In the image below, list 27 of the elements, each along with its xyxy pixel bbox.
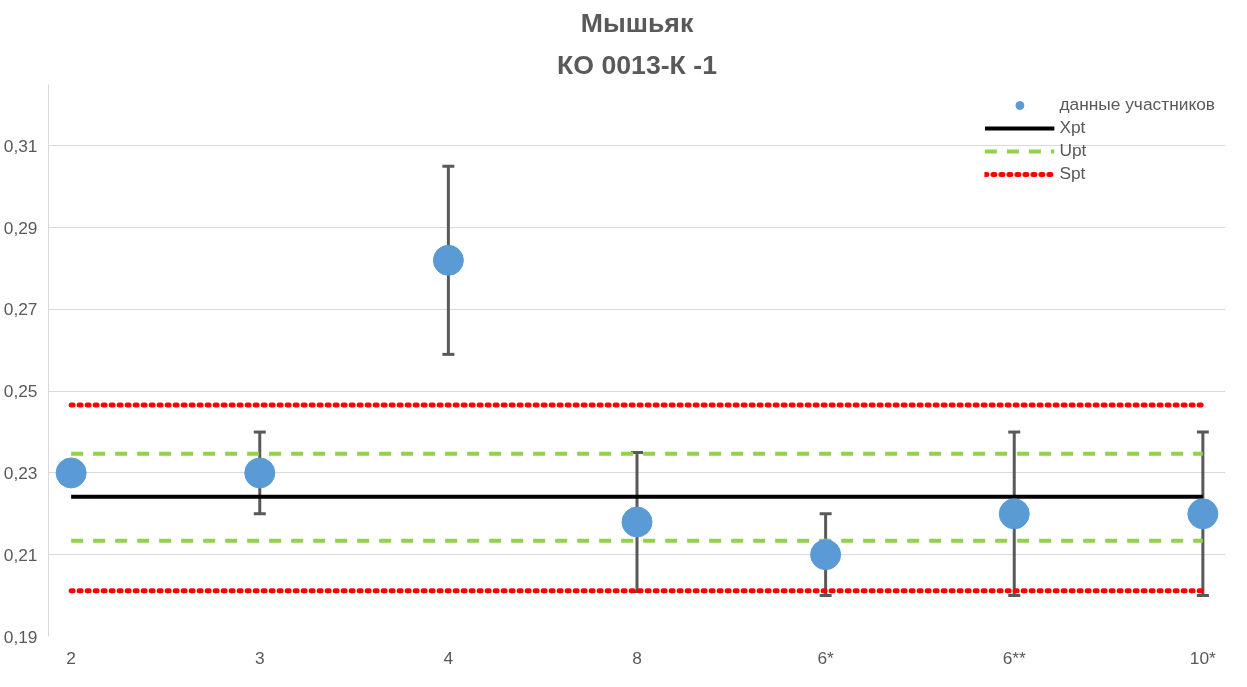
legend-label: Spt — [1059, 163, 1086, 184]
point — [810, 539, 842, 571]
y-tick-label: 0,29 — [3, 217, 38, 238]
x-tick-label: 4 — [443, 647, 454, 668]
x-tick-label: 10* — [1189, 647, 1217, 668]
legend-label: Upt — [1059, 140, 1087, 161]
x-tick-label: 8 — [632, 647, 642, 668]
point — [432, 244, 464, 276]
y-tick-label: 0,31 — [3, 135, 38, 156]
point — [998, 498, 1030, 530]
x-tick-label: 3 — [254, 647, 265, 668]
point — [244, 457, 276, 489]
point — [621, 506, 653, 538]
chart-title: Мышьяк — [580, 7, 694, 38]
chart-subtitle: КО 0013-К -1 — [557, 49, 718, 80]
x-tick-label: 2 — [66, 647, 76, 668]
point — [55, 457, 87, 489]
point — [1187, 498, 1219, 530]
legend-label: Xpt — [1059, 117, 1086, 138]
x-tick-label: 6* — [817, 647, 835, 668]
legend-label: данные участников — [1059, 94, 1215, 115]
x-tick-label: 6** — [1002, 647, 1027, 668]
y-tick-label: 0,27 — [3, 299, 38, 320]
y-tick-label: 0,25 — [3, 381, 38, 402]
y-tick-label: 0,21 — [3, 544, 38, 565]
y-tick-label: 0,23 — [3, 462, 38, 483]
y-tick-label: 0,19 — [3, 626, 38, 647]
